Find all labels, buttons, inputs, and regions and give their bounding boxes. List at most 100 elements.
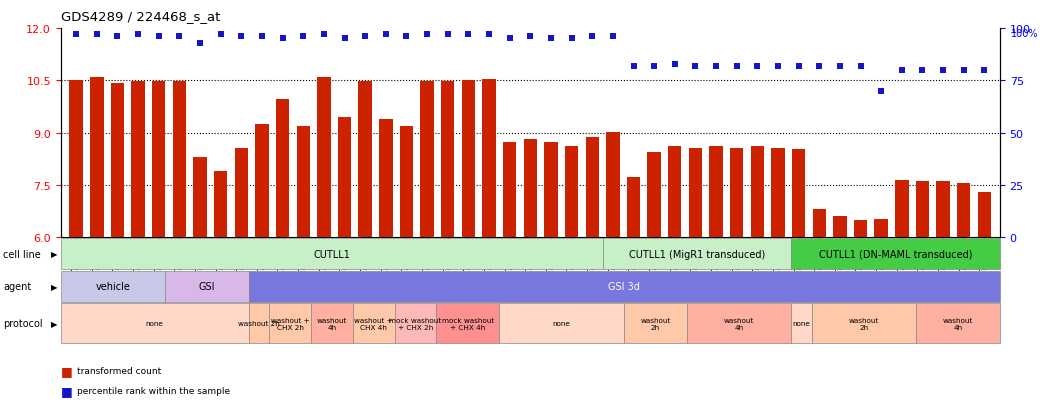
Bar xyxy=(296,126,310,237)
Point xyxy=(770,63,786,70)
Bar xyxy=(874,219,888,237)
Bar xyxy=(585,138,599,237)
Text: CUTLL1 (MigR1 transduced): CUTLL1 (MigR1 transduced) xyxy=(629,249,765,259)
Point xyxy=(893,67,910,74)
Text: washout
2h: washout 2h xyxy=(849,317,879,330)
Point xyxy=(253,34,270,40)
Text: washout +
CHX 4h: washout + CHX 4h xyxy=(354,317,394,330)
Text: washout
4h: washout 4h xyxy=(943,317,974,330)
Point xyxy=(315,32,332,38)
Text: protocol: protocol xyxy=(3,318,43,328)
Bar xyxy=(358,82,372,237)
Bar xyxy=(69,81,83,237)
Bar xyxy=(627,178,640,237)
Point xyxy=(295,34,312,40)
Text: percentile rank within the sample: percentile rank within the sample xyxy=(77,387,230,395)
Bar xyxy=(751,147,764,237)
Point xyxy=(563,36,580,43)
Point xyxy=(522,34,539,40)
Bar xyxy=(668,146,682,237)
Text: none: none xyxy=(146,320,163,326)
Text: GDS4289 / 224468_s_at: GDS4289 / 224468_s_at xyxy=(61,10,220,23)
Bar xyxy=(978,192,992,237)
Bar xyxy=(235,149,248,237)
Text: GSI: GSI xyxy=(199,281,215,292)
Bar xyxy=(111,84,125,237)
Bar xyxy=(565,146,578,237)
Bar xyxy=(152,82,165,237)
Text: CUTLL1: CUTLL1 xyxy=(314,249,351,259)
Point xyxy=(130,32,147,38)
Bar xyxy=(710,146,722,237)
Point xyxy=(274,36,291,43)
Text: vehicle: vehicle xyxy=(95,281,130,292)
Bar xyxy=(916,181,929,237)
Bar xyxy=(379,119,393,237)
Bar xyxy=(544,143,558,237)
Point xyxy=(935,67,952,74)
Bar xyxy=(957,184,971,237)
Point xyxy=(502,36,518,43)
Text: mock washout
+ CHX 2h: mock washout + CHX 2h xyxy=(389,317,442,330)
Bar xyxy=(400,126,414,237)
Point xyxy=(873,88,890,95)
Text: washout
4h: washout 4h xyxy=(317,317,348,330)
Point xyxy=(914,67,931,74)
Point xyxy=(790,63,807,70)
Bar xyxy=(90,78,104,237)
Text: ▶: ▶ xyxy=(51,250,58,259)
Point xyxy=(604,34,621,40)
Point xyxy=(398,34,415,40)
Point xyxy=(646,63,663,70)
Text: mock washout
+ CHX 4h: mock washout + CHX 4h xyxy=(442,317,494,330)
Point xyxy=(481,32,497,38)
Text: washout 2h: washout 2h xyxy=(238,320,280,326)
Bar xyxy=(483,79,495,237)
Bar xyxy=(173,82,186,237)
Text: GSI 3d: GSI 3d xyxy=(608,281,640,292)
Bar xyxy=(854,220,867,237)
Point xyxy=(749,63,765,70)
Text: agent: agent xyxy=(3,281,31,292)
Point xyxy=(584,34,601,40)
Point xyxy=(419,32,436,38)
Point xyxy=(151,34,168,40)
Text: ■: ■ xyxy=(61,385,72,397)
Point xyxy=(109,34,126,40)
Bar xyxy=(421,82,433,237)
Point xyxy=(213,32,229,38)
Text: cell line: cell line xyxy=(3,249,41,259)
Bar xyxy=(462,81,475,237)
Bar xyxy=(255,124,269,237)
Bar xyxy=(772,149,784,237)
Bar xyxy=(317,78,331,237)
Bar xyxy=(647,152,661,237)
Bar xyxy=(895,180,909,237)
Text: none: none xyxy=(553,320,571,326)
Point xyxy=(378,32,395,38)
Bar xyxy=(606,133,620,237)
Text: washout
4h: washout 4h xyxy=(723,317,754,330)
Point xyxy=(625,63,642,70)
Point xyxy=(336,36,353,43)
Bar xyxy=(833,216,847,237)
Point xyxy=(687,63,704,70)
Text: ▶: ▶ xyxy=(51,282,58,291)
Bar xyxy=(276,100,289,237)
Point xyxy=(708,63,725,70)
Bar xyxy=(194,157,206,237)
Point xyxy=(729,63,745,70)
Point xyxy=(811,63,828,70)
Point xyxy=(542,36,559,43)
Bar xyxy=(792,150,805,237)
Text: washout
2h: washout 2h xyxy=(641,317,671,330)
Bar xyxy=(730,149,743,237)
Text: ▶: ▶ xyxy=(51,319,58,328)
Point xyxy=(976,67,993,74)
Text: ■: ■ xyxy=(61,364,72,377)
Point xyxy=(89,32,105,38)
Text: CUTLL1 (DN-MAML transduced): CUTLL1 (DN-MAML transduced) xyxy=(819,249,973,259)
Bar xyxy=(689,149,703,237)
Bar xyxy=(524,140,537,237)
Bar xyxy=(441,82,454,237)
